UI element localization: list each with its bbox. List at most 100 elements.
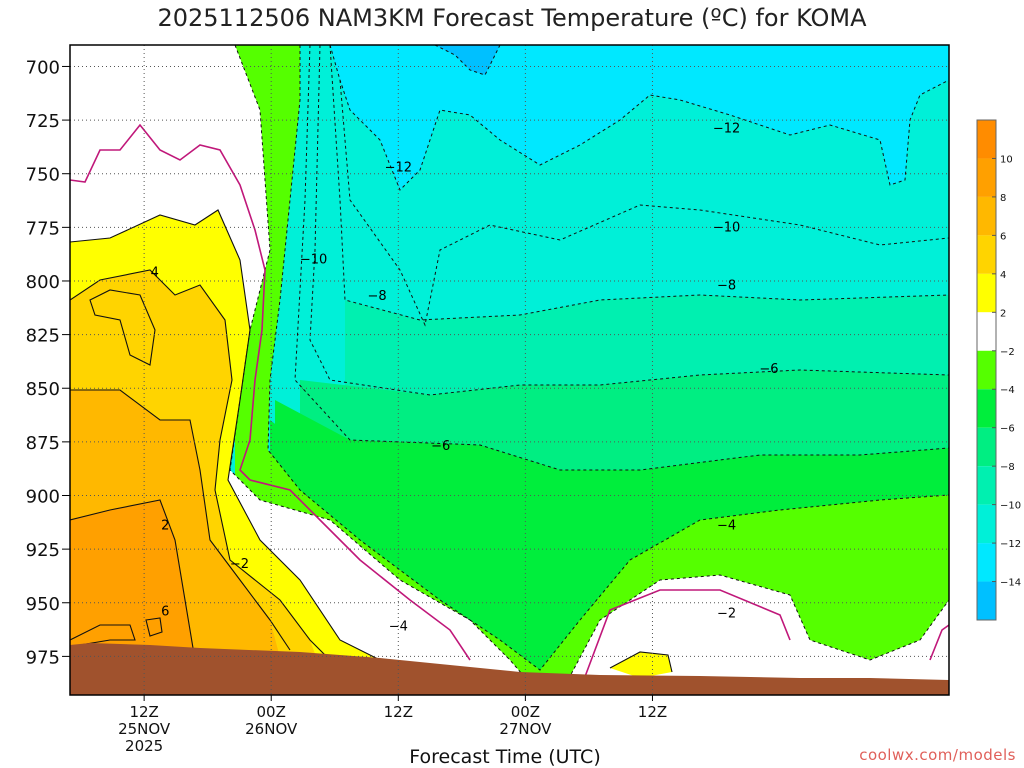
colorbar-label: 6 <box>1000 231 1006 242</box>
contour-labels: −12 −12 −10 −10 −8 −8 −6 −6 −4 −4 −2 −2 4 2 6 <box>151 122 779 635</box>
colorbar-segment <box>977 581 996 620</box>
contour-label: 2 <box>161 519 169 534</box>
y-tick-label: 975 <box>26 647 60 668</box>
contour-label: 4 <box>151 265 159 280</box>
plot-frame <box>69 44 950 696</box>
contour-plus-2 <box>70 209 381 661</box>
x-axis-title: Forecast Time (UTC) <box>409 746 601 768</box>
contour-label: −6 <box>759 362 778 377</box>
contour-label: −10 <box>713 220 740 235</box>
y-tick-label: 825 <box>26 326 60 347</box>
colorbar: 10 8 6 4 2 −2 −4 −6 −8 −10 −12 −14 <box>976 119 1021 621</box>
colorbar-label: 10 <box>1000 154 1013 165</box>
colorbar-segment <box>977 196 996 236</box>
band-minus-14 <box>435 45 500 75</box>
y-tick-label: 900 <box>26 486 60 507</box>
colorbar-segment <box>977 389 996 428</box>
contour-plus-10 <box>70 624 136 646</box>
chart-title: 2025112506 NAM3KM Forecast Temperature (… <box>157 4 867 32</box>
contour-plus-4 <box>70 269 331 661</box>
contour-plus-2-small <box>609 651 673 673</box>
y-tick-label: 700 <box>26 57 60 78</box>
band-plus-2-small <box>610 652 672 678</box>
contour-label: −4 <box>717 519 736 534</box>
x-tick-label: 27NOV <box>499 720 552 738</box>
y-tick-label: 725 <box>26 111 60 132</box>
colorbar-label: −14 <box>1000 578 1021 589</box>
contour-minus-12 <box>329 45 949 191</box>
contour-label: −4 <box>389 619 408 634</box>
contour-label: −2 <box>717 606 736 621</box>
credit-link[interactable]: coolwx.com/models <box>859 746 1016 764</box>
colorbar-label: 2 <box>1000 308 1006 319</box>
contour-label: −6 <box>431 439 450 454</box>
contour-label: −8 <box>368 289 387 304</box>
colorbar-segment <box>977 120 996 159</box>
colorbar-label: −10 <box>1000 501 1021 512</box>
colorbar-label: 4 <box>1000 270 1006 281</box>
grid <box>70 45 949 695</box>
x-tick-label: 12Z <box>638 703 667 721</box>
contour-zero-edge <box>929 624 949 661</box>
contour-label: −12 <box>385 160 412 175</box>
colorbar-segment <box>977 427 996 467</box>
contour-minus-10 <box>339 79 949 327</box>
colorbar-segment <box>977 235 996 274</box>
colorbar-segment <box>977 158 996 197</box>
contour-minus-14 <box>434 45 501 76</box>
contour-minus-8b <box>329 45 949 321</box>
positive-contours <box>70 209 673 673</box>
y-tick-labels: 700 725 750 775 800 825 850 875 900 925 950 975 <box>26 57 70 668</box>
y-tick-label: 875 <box>26 433 60 454</box>
colorbar-frame <box>976 119 997 621</box>
contour-zero <box>70 123 471 661</box>
colorbar-label: 8 <box>1000 193 1006 204</box>
colorbar-label: −8 <box>1000 462 1015 473</box>
y-tick-label: 950 <box>26 594 60 615</box>
y-tick-label: 775 <box>26 218 60 239</box>
contour-minus-2 <box>229 45 541 695</box>
x-tick-label: 26NOV <box>245 720 298 738</box>
contour-plus-8 <box>70 499 196 661</box>
colorbar-segment <box>977 504 996 544</box>
contour-zero-right <box>579 589 791 691</box>
band-minus-12 <box>330 45 949 190</box>
colorbar-label: −12 <box>1000 539 1021 550</box>
y-tick-label: 925 <box>26 540 60 561</box>
zero-contours <box>70 123 949 691</box>
colorbar-segment <box>977 543 996 582</box>
x-tick-label: 12Z <box>129 703 158 721</box>
contour-label: −8 <box>717 278 736 293</box>
x-tick-label: 12Z <box>384 703 413 721</box>
x-tick-label: 00Z <box>511 703 540 721</box>
contour-label: −10 <box>300 253 327 268</box>
colorbar-label: −4 <box>1000 385 1015 396</box>
y-tick-label: 850 <box>26 379 60 400</box>
y-tick-label: 750 <box>26 165 60 186</box>
x-tick-label: 2025 <box>125 737 163 755</box>
x-tick-label: 25NOV <box>118 720 171 738</box>
y-tick-label: 800 <box>26 272 60 293</box>
contour-minus-8 <box>309 45 949 396</box>
ground-terrain <box>70 643 949 695</box>
temperature-field <box>70 45 949 695</box>
colorbar-segment <box>977 312 996 351</box>
contour-plus-6 <box>70 389 291 651</box>
contour-minus-6 <box>294 45 949 471</box>
contour-label: 6 <box>161 604 169 619</box>
colorbar-segment <box>977 466 996 505</box>
colorbar-label: −6 <box>1000 424 1015 435</box>
contour-label: −12 <box>713 122 740 137</box>
colorbar-label: −2 <box>1000 347 1015 358</box>
contour-minus-4 <box>267 45 949 671</box>
x-tick-label: 00Z <box>257 703 286 721</box>
contour-plus-4-closed <box>89 289 156 366</box>
negative-contours <box>229 45 949 695</box>
colorbar-segment <box>977 273 996 313</box>
contour-plus-10-small <box>145 617 163 637</box>
contour-label: −2 <box>230 557 249 572</box>
band-minus-2 <box>235 45 949 695</box>
